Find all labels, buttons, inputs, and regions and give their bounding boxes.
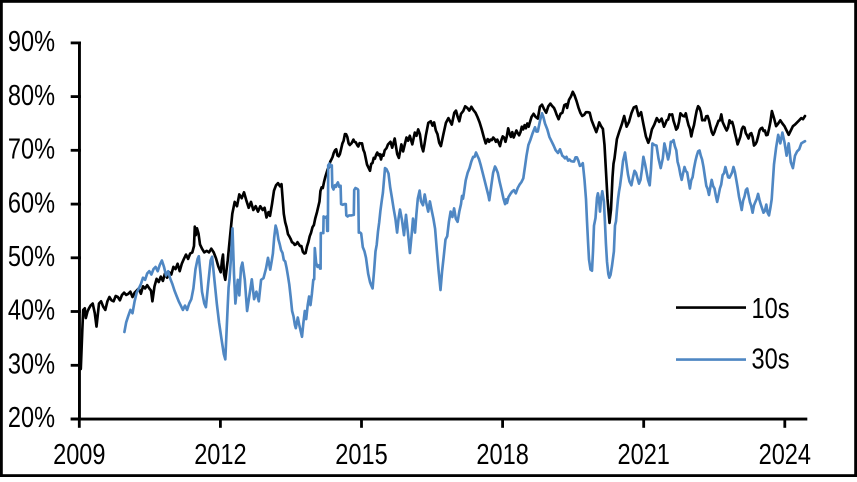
- svg-text:90%: 90%: [8, 26, 55, 58]
- svg-text:20%: 20%: [8, 402, 55, 434]
- svg-text:60%: 60%: [8, 187, 55, 219]
- svg-text:40%: 40%: [8, 295, 55, 327]
- svg-text:50%: 50%: [8, 241, 55, 273]
- svg-text:2015: 2015: [335, 439, 387, 471]
- svg-text:2009: 2009: [53, 439, 105, 471]
- svg-text:30s: 30s: [752, 344, 790, 376]
- svg-text:2021: 2021: [618, 439, 670, 471]
- svg-text:2012: 2012: [194, 439, 246, 471]
- svg-text:2024: 2024: [759, 439, 811, 471]
- svg-text:10s: 10s: [752, 293, 790, 325]
- svg-text:70%: 70%: [8, 134, 55, 166]
- svg-text:80%: 80%: [8, 80, 55, 112]
- svg-text:2018: 2018: [476, 439, 528, 471]
- svg-text:30%: 30%: [8, 349, 55, 381]
